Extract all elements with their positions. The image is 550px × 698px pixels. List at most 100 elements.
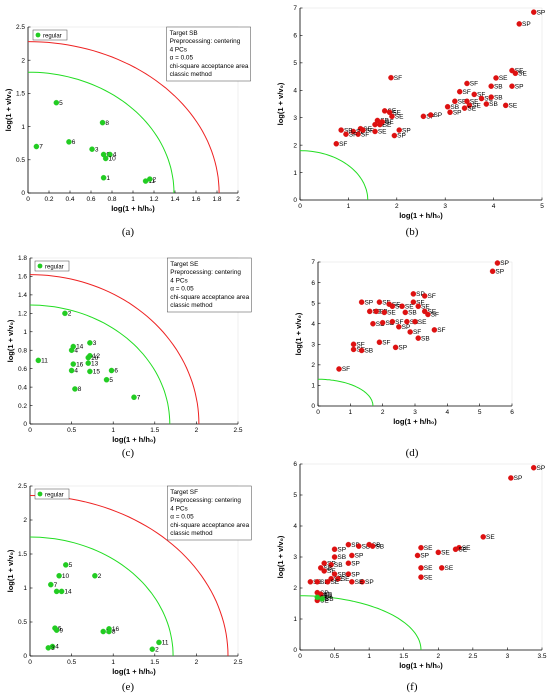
data-point-label: SP bbox=[337, 546, 346, 553]
data-point-label: 2 bbox=[153, 176, 157, 183]
data-point bbox=[418, 574, 424, 580]
data-point-label: SB bbox=[324, 565, 333, 572]
data-point bbox=[338, 127, 344, 133]
acceptance-curve-2 bbox=[30, 536, 174, 656]
x-tick-label: 0 bbox=[28, 659, 32, 666]
data-point bbox=[68, 347, 75, 353]
acceptance-curve-1 bbox=[300, 595, 422, 650]
y-axis-label: log(1 + v/v₀) bbox=[276, 82, 285, 125]
x-tick-label: 0.5 bbox=[330, 653, 339, 660]
data-point bbox=[379, 319, 386, 326]
y-tick-label: 1.6 bbox=[18, 274, 27, 281]
data-point bbox=[464, 98, 470, 105]
data-point bbox=[343, 131, 349, 137]
data-point-label: 4 bbox=[113, 152, 117, 159]
x-tick-label: 2 bbox=[236, 196, 240, 203]
data-point bbox=[336, 366, 342, 372]
data-point bbox=[350, 128, 356, 135]
x-tick-label: 4 bbox=[446, 409, 450, 416]
data-point bbox=[102, 155, 109, 162]
data-point-label: SE bbox=[418, 319, 427, 326]
y-tick-label: 0 bbox=[293, 197, 297, 204]
data-point bbox=[418, 565, 424, 571]
y-tick-label: 0.2 bbox=[18, 403, 27, 410]
y-tick-label: 2.5 bbox=[16, 24, 25, 31]
y-tick-label: 0 bbox=[23, 653, 27, 660]
data-point-label: SF bbox=[382, 299, 390, 306]
data-point-label: SE bbox=[395, 114, 404, 121]
data-point bbox=[391, 132, 398, 139]
data-point-label: SE bbox=[467, 105, 476, 112]
acceptance-curve-1 bbox=[30, 274, 200, 424]
info-line: chi-square acceptance area bbox=[170, 294, 249, 301]
data-point bbox=[100, 628, 106, 635]
x-tick-label: 3 bbox=[443, 203, 447, 210]
data-point-label: SB bbox=[325, 596, 334, 603]
data-point-label: SB bbox=[408, 310, 417, 317]
data-point bbox=[63, 562, 69, 568]
y-tick-label: 0 bbox=[21, 190, 25, 197]
data-point bbox=[108, 367, 115, 374]
data-point-label: 14 bbox=[76, 344, 84, 351]
data-point bbox=[345, 560, 352, 566]
acceptance-curve-2 bbox=[28, 71, 175, 193]
data-point-label: 8 bbox=[112, 629, 116, 636]
data-point bbox=[480, 534, 486, 540]
data-point-label: 6 bbox=[58, 625, 62, 632]
panel-caption: (f) bbox=[407, 681, 418, 693]
y-tick-label: 5 bbox=[293, 492, 297, 499]
data-point bbox=[321, 568, 327, 574]
legend-marker bbox=[37, 491, 43, 497]
data-point bbox=[331, 571, 338, 577]
data-point-label: SP bbox=[537, 9, 546, 16]
y-tick-label: 2 bbox=[311, 362, 315, 369]
data-point bbox=[452, 98, 458, 105]
data-point bbox=[335, 575, 341, 582]
y-tick-label: 3 bbox=[293, 554, 297, 561]
data-point-label: SE bbox=[383, 122, 392, 129]
data-point-label: SP bbox=[522, 21, 531, 28]
data-point-label: 11 bbox=[148, 178, 155, 185]
acceptance-curve-1 bbox=[28, 41, 220, 193]
data-point bbox=[381, 309, 388, 316]
y-tick-label: 5 bbox=[311, 300, 315, 307]
data-point-label: SB bbox=[356, 129, 365, 136]
data-point bbox=[85, 360, 91, 366]
data-point-label: SE bbox=[363, 126, 372, 133]
data-point-label: 14 bbox=[64, 589, 72, 596]
data-point-label: SB bbox=[375, 543, 384, 550]
data-point bbox=[369, 543, 376, 549]
data-point-label: SB bbox=[421, 335, 430, 342]
data-point bbox=[516, 21, 523, 27]
data-point bbox=[331, 554, 338, 560]
y-tick-label: 7 bbox=[311, 259, 315, 266]
panel-caption: (b) bbox=[406, 226, 419, 238]
data-point-label: 3 bbox=[95, 146, 99, 153]
data-point bbox=[370, 320, 376, 327]
x-tick-label: 1 bbox=[111, 659, 115, 666]
data-point bbox=[493, 75, 499, 81]
data-point bbox=[149, 646, 156, 652]
data-point-label: SP bbox=[500, 260, 509, 267]
data-point-label: 6 bbox=[114, 368, 118, 375]
x-tick-label: 6 bbox=[510, 409, 514, 416]
data-point bbox=[62, 310, 68, 317]
data-point bbox=[396, 324, 402, 330]
data-point-label: 16 bbox=[112, 626, 120, 633]
data-point-label: SF bbox=[382, 339, 390, 346]
data-point-label: SE bbox=[387, 310, 396, 317]
data-point bbox=[314, 579, 321, 585]
data-point bbox=[427, 112, 434, 118]
info-line: 4 PCs bbox=[170, 277, 187, 284]
data-point bbox=[350, 346, 357, 353]
x-tick-label: 1 bbox=[131, 196, 135, 203]
data-point bbox=[48, 581, 54, 588]
data-point bbox=[530, 464, 537, 471]
info-line: classic method bbox=[170, 71, 213, 78]
x-tick-label: 2 bbox=[436, 653, 440, 660]
data-point-label: 5 bbox=[59, 100, 63, 107]
data-point-label: SE bbox=[486, 534, 495, 541]
x-tick-label: 0.2 bbox=[44, 196, 53, 203]
